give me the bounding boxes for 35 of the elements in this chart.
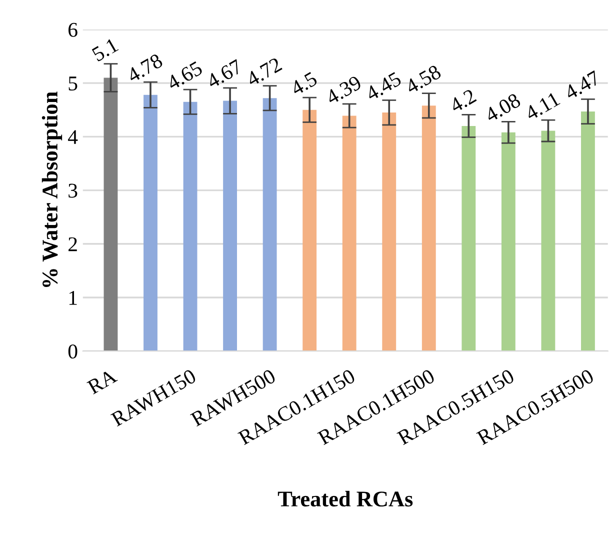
data-label: 4.45 <box>364 72 402 102</box>
bar <box>462 126 476 352</box>
data-label: 4.11 <box>524 92 560 121</box>
bar <box>144 94 158 352</box>
bar <box>501 132 516 352</box>
bar <box>581 111 595 352</box>
y-axis-title: % Water Absorption <box>42 92 62 288</box>
y-tick-label: 0 <box>68 344 78 359</box>
bar <box>183 102 198 352</box>
y-tick-label: 6 <box>68 22 78 37</box>
data-label: 4.67 <box>205 59 244 89</box>
bar <box>382 112 396 352</box>
bar <box>262 98 277 352</box>
data-label: 4.78 <box>126 53 164 84</box>
y-tick-label: 4 <box>68 130 78 144</box>
bar <box>223 100 237 352</box>
bar <box>342 116 356 352</box>
x-axis-title: Treated RCAs <box>278 490 413 507</box>
data-label: 4.5 <box>290 71 318 96</box>
y-tick-label: 2 <box>68 237 77 252</box>
data-label: 4.58 <box>404 64 442 94</box>
y-tick-label: 5 <box>68 76 78 91</box>
data-label: 4.2 <box>448 88 477 114</box>
data-label: 5.1 <box>91 38 119 62</box>
data-label: 4.47 <box>563 70 602 100</box>
data-label: 4.08 <box>484 92 522 123</box>
data-label: 4.65 <box>166 60 204 91</box>
bar <box>422 106 436 352</box>
data-label: 4.39 <box>324 75 362 106</box>
y-tick-label: 1 <box>69 290 77 305</box>
bar <box>541 130 556 352</box>
bar <box>302 110 317 352</box>
bar <box>104 78 118 352</box>
y-tick-label: 3 <box>68 184 78 198</box>
data-label: 4.72 <box>245 57 283 87</box>
